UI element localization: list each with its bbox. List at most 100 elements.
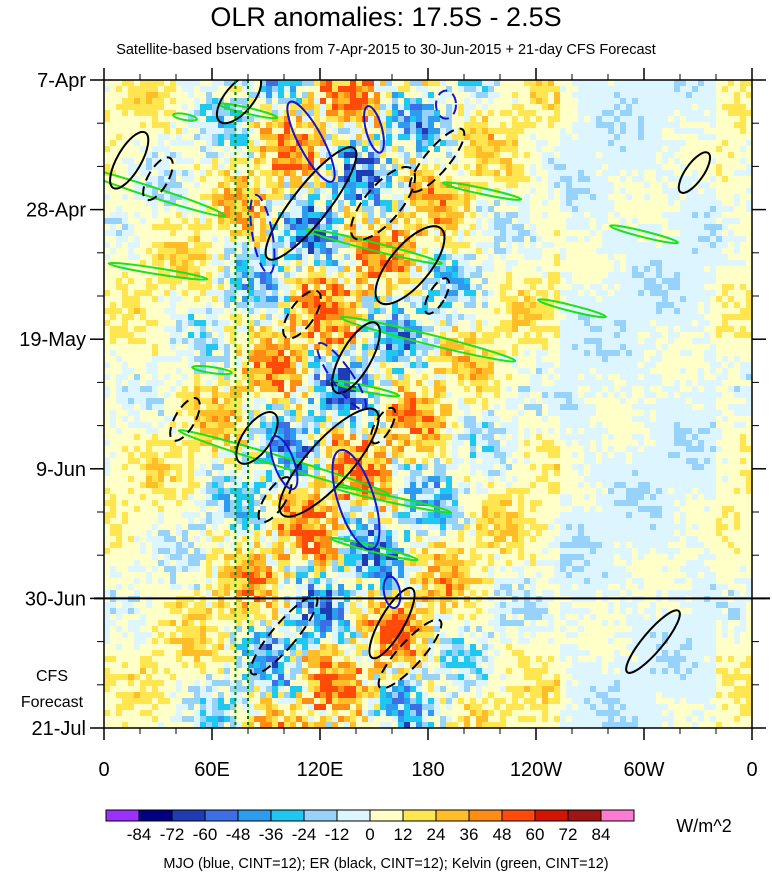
field-cell: [128, 158, 134, 164]
field-cell: [428, 638, 434, 644]
field-cell: [128, 608, 134, 614]
field-cell: [302, 254, 308, 260]
field-cell: [314, 206, 320, 212]
field-cell: [278, 368, 284, 374]
field-cell: [332, 494, 338, 500]
field-cell: [302, 446, 308, 452]
field-cell: [194, 308, 200, 314]
field-cell: [284, 404, 290, 410]
field-cell: [440, 338, 446, 344]
field-cell: [212, 704, 218, 710]
field-cell: [284, 554, 290, 560]
field-cell: [482, 668, 488, 674]
field-cell: [314, 578, 320, 584]
field-cell: [218, 500, 224, 506]
field-cell: [284, 476, 290, 482]
field-cell: [464, 98, 470, 104]
field-cell: [146, 698, 152, 704]
field-cell: [500, 470, 506, 476]
field-cell: [410, 620, 416, 626]
field-cell: [332, 464, 338, 470]
field-cell: [410, 416, 416, 422]
field-cell: [350, 644, 356, 650]
field-cell: [392, 86, 398, 92]
field-cell: [266, 266, 272, 272]
field-cell: [218, 296, 224, 302]
field-cell: [320, 608, 326, 614]
field-cell: [188, 566, 194, 572]
field-cell: [218, 218, 224, 224]
field-cell: [158, 518, 164, 524]
field-cell: [128, 458, 134, 464]
field-cell: [332, 476, 338, 482]
field-cell: [266, 224, 272, 230]
field-cell: [500, 566, 506, 572]
field-cell: [254, 116, 260, 122]
field-cell: [362, 290, 368, 296]
field-cell: [332, 302, 338, 308]
field-cell: [164, 110, 170, 116]
field-cell: [170, 566, 176, 572]
field-cell: [356, 116, 362, 122]
field-cell: [158, 146, 164, 152]
field-cell: [452, 674, 458, 680]
field-cell: [230, 194, 236, 200]
field-cell: [170, 110, 176, 116]
field-cell: [158, 422, 164, 428]
field-cell: [440, 410, 446, 416]
field-cell: [470, 104, 476, 110]
field-cell: [146, 602, 152, 608]
field-cell: [314, 680, 320, 686]
field-cell: [284, 566, 290, 572]
field-cell: [308, 266, 314, 272]
field-cell: [152, 212, 158, 218]
field-cell: [194, 524, 200, 530]
field-cell: [116, 332, 122, 338]
field-cell: [164, 122, 170, 128]
field-cell: [176, 296, 182, 302]
field-cell: [254, 122, 260, 128]
field-cell: [212, 548, 218, 554]
field-cell: [128, 242, 134, 248]
field-cell: [206, 194, 212, 200]
field-cell: [332, 146, 338, 152]
field-cell: [290, 320, 296, 326]
field-cell: [224, 644, 230, 650]
field-cell: [386, 692, 392, 698]
field-cell: [290, 446, 296, 452]
field-cell: [188, 584, 194, 590]
field-cell: [212, 524, 218, 530]
field-cell: [314, 362, 320, 368]
field-cell: [320, 218, 326, 224]
field-cell: [422, 134, 428, 140]
field-cell: [272, 560, 278, 566]
field-cell: [314, 188, 320, 194]
field-cell: [338, 530, 344, 536]
field-cell: [236, 434, 242, 440]
field-cell: [296, 686, 302, 692]
field-cell: [494, 608, 500, 614]
field-cell: [140, 494, 146, 500]
field-cell: [218, 452, 224, 458]
field-cell: [260, 452, 266, 458]
field-cell: [422, 656, 428, 662]
field-cell: [272, 668, 278, 674]
field-cell: [428, 176, 434, 182]
field-cell: [176, 476, 182, 482]
field-cell: [284, 212, 290, 218]
field-cell: [446, 194, 452, 200]
field-cell: [224, 512, 230, 518]
field-cell: [422, 464, 428, 470]
field-cell: [380, 710, 386, 716]
field-cell: [176, 446, 182, 452]
field-cell: [266, 620, 272, 626]
field-cell: [320, 626, 326, 632]
field-cell: [374, 200, 380, 206]
field-cell: [200, 104, 206, 110]
field-cell: [314, 722, 320, 728]
field-cell: [386, 530, 392, 536]
field-cell: [380, 302, 386, 308]
field-cell: [488, 80, 494, 86]
field-cell: [212, 158, 218, 164]
field-cell: [326, 722, 332, 728]
